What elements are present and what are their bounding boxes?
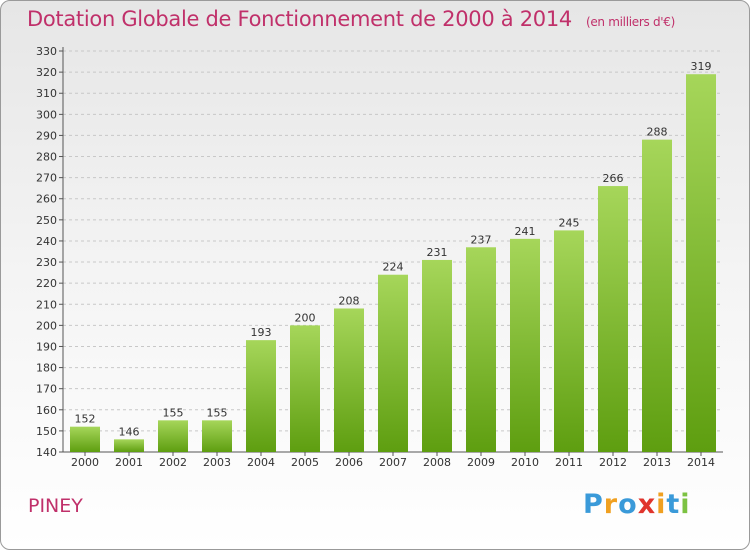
labels: 140 150 160 170 180 190 200 210 220 230 240 250 260 2… (36, 45, 715, 469)
data-label-2007: 224 (383, 261, 404, 274)
x-tick-label-2005: 2005 (291, 456, 319, 469)
data-label-2012: 266 (603, 172, 624, 185)
x-tick-label-2004: 2004 (247, 456, 275, 469)
x-tick-label-2011: 2011 (555, 456, 583, 469)
y-tick-label: 300 (36, 108, 57, 121)
y-tick-label: 140 (36, 446, 57, 459)
y-tick-label: 270 (36, 172, 57, 185)
data-label-2014: 319 (691, 60, 712, 73)
x-tick-label-2010: 2010 (511, 456, 539, 469)
logo-letter: t (666, 489, 681, 520)
bar-2014 (686, 74, 716, 452)
data-label-2008: 231 (427, 246, 448, 259)
y-tick-label: 240 (36, 235, 57, 248)
logo-letter: r (603, 489, 619, 520)
y-tick-label: 320 (36, 66, 57, 79)
x-tick-label-2006: 2006 (335, 456, 363, 469)
bar-2008 (422, 259, 452, 452)
commune-name: PINEY (28, 495, 83, 517)
x-tick-label-2008: 2008 (423, 456, 451, 469)
logo-letter: x (637, 489, 657, 520)
y-tick-label: 280 (36, 151, 57, 164)
bar-2000 (70, 426, 100, 452)
bar-2011 (554, 230, 584, 452)
bar-2009 (466, 247, 496, 452)
data-label-2013: 288 (647, 126, 668, 139)
bar-2012 (598, 186, 628, 453)
logo-letter: P (583, 489, 604, 520)
bar-2002 (158, 420, 188, 452)
data-label-2006: 208 (339, 294, 360, 307)
data-label-2002: 155 (163, 406, 184, 419)
logo-letter: i (656, 489, 667, 520)
data-label-2009: 237 (471, 233, 492, 246)
proxiti-logo: Proxiti (583, 489, 691, 520)
y-tick-label: 290 (36, 129, 57, 142)
y-tick-label: 250 (36, 214, 57, 227)
data-label-2005: 200 (295, 311, 316, 324)
chart-title: Dotation Globale de Fonctionnement de 20… (27, 7, 675, 31)
bars (70, 74, 716, 453)
y-tick-label: 180 (36, 362, 57, 375)
data-label-2011: 245 (559, 216, 580, 229)
y-tick-label: 260 (36, 193, 57, 206)
bar-2004 (246, 340, 276, 452)
bar-2005 (290, 325, 320, 452)
x-tick-label-2013: 2013 (643, 456, 671, 469)
bar-2007 (378, 274, 408, 452)
chart-subtitle: (en milliers d'€) (585, 15, 675, 29)
data-label-2004: 193 (251, 326, 272, 339)
y-tick-label: 160 (36, 404, 57, 417)
logo-letter: i (680, 489, 691, 520)
bar-2006 (334, 308, 364, 452)
y-tick-label: 170 (36, 383, 57, 396)
y-tick-label: 310 (36, 87, 57, 100)
bar-2013 (642, 139, 672, 453)
y-tick-label: 330 (36, 45, 57, 58)
x-tick-label-2002: 2002 (159, 456, 187, 469)
x-tick-label-2003: 2003 (203, 456, 231, 469)
x-tick-label-2009: 2009 (467, 456, 495, 469)
chart-title-text: Dotation Globale de Fonctionnement de 20… (27, 7, 572, 31)
x-tick-label-2000: 2000 (71, 456, 99, 469)
x-tick-label-2014: 2014 (687, 456, 715, 469)
bar-2003 (202, 420, 232, 452)
y-tick-label: 230 (36, 256, 57, 269)
data-label-2003: 155 (207, 406, 228, 419)
y-tick-label: 190 (36, 340, 57, 353)
y-tick-label: 220 (36, 277, 57, 290)
data-label-2001: 146 (119, 425, 140, 438)
logo-letter: o (618, 489, 638, 520)
y-tick-label: 150 (36, 425, 57, 438)
data-label-2010: 241 (515, 225, 536, 238)
bar-2001 (114, 439, 144, 452)
x-tick-label-2001: 2001 (115, 456, 143, 469)
x-tick-label-2012: 2012 (599, 456, 627, 469)
y-tick-label: 210 (36, 298, 57, 311)
y-tick-label: 200 (36, 319, 57, 332)
bar-2010 (510, 238, 540, 452)
data-label-2000: 152 (75, 413, 96, 426)
x-tick-label-2007: 2007 (379, 456, 407, 469)
